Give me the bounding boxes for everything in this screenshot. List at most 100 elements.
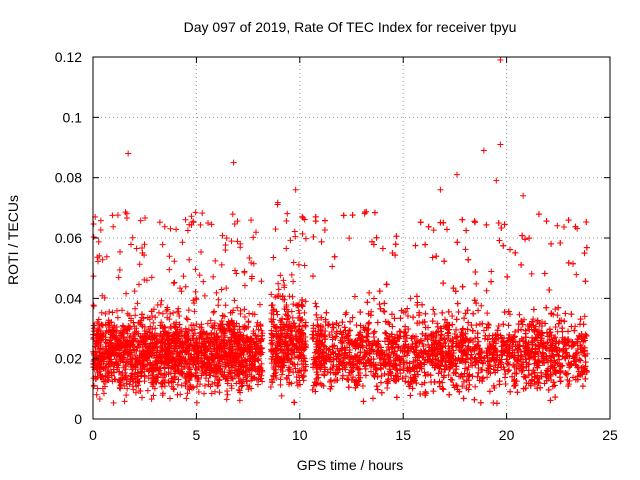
data-point (124, 330, 131, 337)
data-point (565, 217, 572, 224)
data-point (195, 374, 202, 381)
data-point (182, 349, 189, 356)
data-point (128, 363, 135, 370)
data-point (245, 318, 252, 325)
data-point (94, 258, 101, 265)
data-point (165, 347, 172, 354)
data-point (223, 351, 230, 358)
data-point (393, 233, 400, 240)
data-point (250, 327, 257, 334)
data-point (122, 326, 129, 333)
data-point (208, 221, 215, 228)
data-point (250, 374, 257, 381)
data-point (459, 283, 466, 290)
data-point (220, 373, 227, 380)
data-point (184, 330, 191, 337)
data-point (176, 343, 183, 350)
data-point (102, 365, 109, 372)
data-point (136, 261, 143, 268)
data-point (221, 340, 228, 347)
data-point (381, 329, 388, 336)
data-point (192, 343, 199, 350)
data-point (535, 211, 542, 218)
data-point (227, 373, 234, 380)
data-point (155, 371, 162, 378)
data-point (159, 372, 166, 379)
data-point (128, 373, 135, 380)
data-point (277, 381, 284, 388)
data-point (140, 337, 147, 344)
data-point (205, 220, 212, 227)
data-point (470, 310, 477, 317)
data-point (171, 258, 178, 265)
data-point (98, 309, 105, 316)
data-point (284, 210, 291, 217)
data-point (469, 362, 476, 369)
data-point (177, 285, 184, 292)
data-point (220, 348, 227, 355)
data-point (234, 218, 241, 225)
data-point (182, 373, 189, 380)
data-point (290, 301, 297, 308)
data-point (202, 369, 209, 376)
data-point (239, 334, 246, 341)
data-point (250, 260, 257, 267)
data-point (110, 399, 117, 406)
data-point (483, 287, 490, 294)
data-point (233, 320, 240, 327)
data-point (216, 365, 223, 372)
data-point (186, 373, 193, 380)
data-point (228, 385, 235, 392)
data-point (176, 313, 183, 320)
data-point (288, 271, 295, 278)
data-point (219, 312, 226, 319)
data-point (371, 209, 378, 216)
data-point (133, 245, 140, 252)
data-point (198, 362, 205, 369)
data-point (568, 343, 575, 350)
data-point (453, 316, 460, 323)
data-point (507, 311, 514, 318)
data-point (130, 333, 137, 340)
data-point (92, 375, 99, 382)
data-point (116, 345, 123, 352)
data-point (183, 378, 190, 385)
data-point (240, 370, 247, 377)
data-point (167, 351, 174, 358)
data-point (257, 351, 264, 358)
data-point (141, 378, 148, 385)
data-point (188, 322, 195, 329)
data-point (346, 235, 353, 242)
data-point (235, 375, 242, 382)
data-point (109, 359, 116, 366)
data-point (249, 311, 256, 318)
data-point (301, 309, 308, 316)
data-point (240, 324, 247, 331)
data-point (215, 296, 222, 303)
data-point (256, 301, 263, 308)
data-point (552, 394, 559, 401)
data-point (543, 304, 550, 311)
data-point (113, 307, 120, 314)
data-point (186, 221, 193, 228)
data-point (131, 371, 138, 378)
data-point (93, 338, 100, 345)
data-point (95, 327, 102, 334)
data-point (137, 360, 144, 367)
data-point (236, 326, 243, 333)
data-point (207, 339, 214, 346)
data-point (96, 395, 103, 402)
data-point (119, 322, 126, 329)
data-point (120, 323, 127, 330)
data-point (202, 375, 209, 382)
data-point (179, 239, 186, 246)
data-point (177, 349, 184, 356)
data-point (268, 310, 275, 317)
data-point (565, 328, 572, 335)
data-point (235, 386, 242, 393)
data-point (167, 310, 174, 317)
data-point (186, 364, 193, 371)
data-point (197, 347, 204, 354)
data-point (371, 328, 378, 335)
